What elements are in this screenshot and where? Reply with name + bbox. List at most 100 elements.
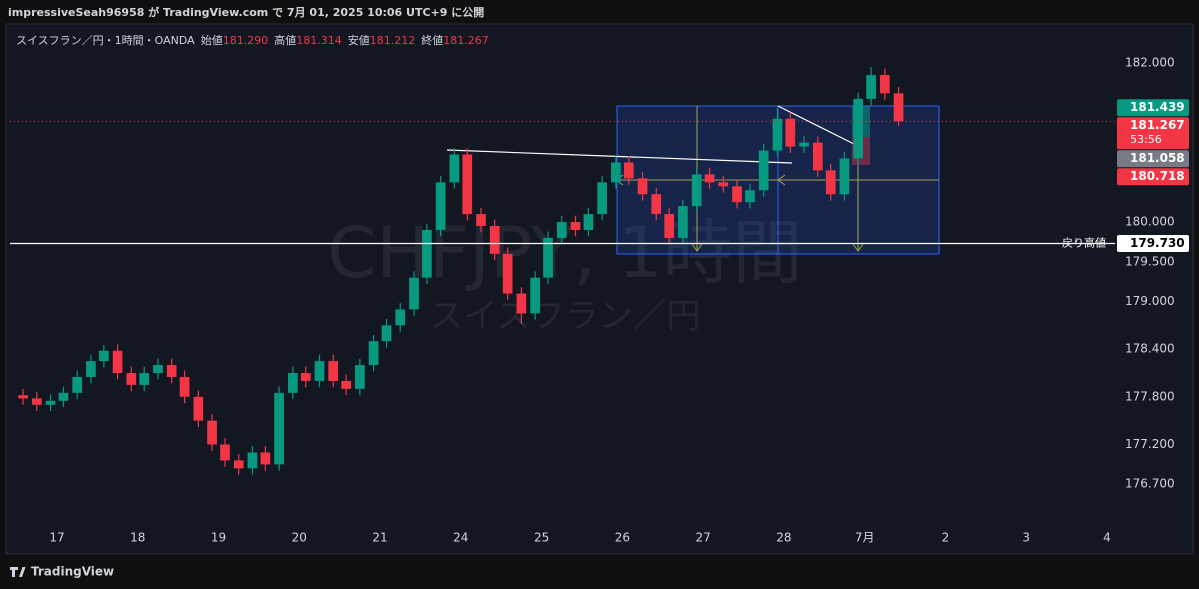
x-tick-label: 27 (695, 531, 710, 545)
candle-body (300, 373, 311, 381)
y-tick-label: 182.000 (1125, 56, 1175, 70)
legend-symbol: スイスフラン／円・1時間・OANDA (16, 34, 195, 47)
candle-body (651, 194, 662, 215)
candle-body (502, 253, 513, 294)
price-tag (1117, 234, 1189, 252)
candle-body (489, 226, 500, 254)
candle-body (18, 395, 28, 399)
price-tag-label: 179.730 (1130, 236, 1185, 250)
candle-body (530, 277, 540, 314)
candle-body (126, 373, 137, 385)
candle-body (597, 182, 608, 215)
y-tick-label: 176.700 (1125, 477, 1175, 491)
candle-body (45, 400, 56, 405)
countdown: 53:56 (1130, 133, 1162, 146)
price-tag-label: 181.058 (1130, 151, 1185, 165)
price-tag (1117, 168, 1189, 186)
candle-body (879, 75, 890, 94)
candle-body (785, 118, 796, 147)
candle-body (274, 392, 284, 465)
candle-body (611, 162, 621, 183)
candle-body (58, 392, 69, 401)
y-tick-label: 177.200 (1125, 437, 1175, 451)
candle-body (99, 350, 109, 362)
candle-body (543, 237, 553, 278)
candle-body (732, 186, 742, 203)
candle-body (839, 158, 850, 195)
price-tag-label: 180.718 (1130, 169, 1185, 183)
candle-body (247, 452, 258, 469)
candle-body (476, 214, 486, 227)
price-tag-label: 181.267 (1130, 118, 1185, 132)
y-tick-label: 179.000 (1125, 294, 1175, 308)
publish-header: impressiveSeah96958 が TradingView.com で … (8, 5, 484, 19)
candle-body (153, 365, 163, 374)
candle-body (772, 118, 783, 151)
candle-body (853, 98, 864, 159)
line-label: 戻り高値 (1062, 235, 1106, 249)
x-tick-label: 20 (292, 531, 307, 545)
price-tag (1117, 99, 1189, 117)
price-tag (1117, 150, 1189, 168)
chart-panel (5, 23, 1194, 555)
price-tag-label: 181.439 (1130, 100, 1185, 114)
candle-body (799, 142, 809, 147)
arrow-heads (615, 174, 864, 252)
y-tick-label: 179.500 (1125, 254, 1175, 268)
x-tick-label: 19 (211, 531, 226, 545)
legend-close: 181.267 (443, 34, 489, 47)
candle-body (193, 396, 204, 421)
y-tick-label: 180.000 (1125, 215, 1175, 229)
legend-low: 181.212 (370, 34, 416, 47)
candle-body (395, 309, 406, 326)
candle-body (207, 420, 217, 445)
candle-body (368, 341, 379, 366)
candle-body (449, 154, 460, 183)
candle-body (86, 361, 96, 377)
y-tick-label: 178.400 (1125, 342, 1175, 356)
candle-body (812, 142, 823, 171)
candle-body (435, 182, 446, 230)
candle-body (664, 214, 675, 238)
candle-body (718, 182, 729, 187)
candle-body (112, 350, 123, 374)
candle-body (233, 460, 244, 469)
legend-close-label: 終値 (421, 33, 443, 47)
x-tick-label: 21 (372, 531, 387, 545)
candle-body (637, 178, 648, 195)
legend-high-label: 高値 (274, 33, 296, 47)
candle-body (355, 365, 365, 389)
candle-body (893, 93, 904, 122)
x-tick-label: 24 (453, 531, 468, 545)
candle-body (260, 452, 271, 465)
candle-body (583, 214, 594, 230)
candle-body (139, 373, 150, 385)
candle-body (691, 174, 702, 207)
candle-body (745, 190, 755, 203)
y-tick-label: 177.800 (1125, 389, 1175, 403)
candle-body (422, 229, 432, 278)
legend-open-label: 始値 (201, 33, 223, 47)
candle-body (72, 376, 83, 393)
candle-body (556, 222, 567, 238)
legend-low-label: 安値 (348, 33, 370, 47)
legend-high: 181.314 (296, 34, 342, 47)
x-tick-label: 3 (1022, 531, 1030, 545)
x-tick-label: 4 (1103, 531, 1111, 545)
x-tick-label: 17 (49, 531, 64, 545)
x-tick-label: 28 (776, 531, 791, 545)
price-tag (1117, 117, 1189, 150)
watermark-subtitle: スイスフラン／円 (430, 297, 701, 337)
trend-line (777, 105, 859, 147)
brand: TradingView (31, 565, 114, 579)
candle-body (825, 170, 836, 195)
candle-body (704, 174, 715, 183)
candle-body (678, 206, 688, 238)
legend-open: 181.290 (223, 34, 269, 47)
logo-icon (10, 567, 26, 577)
candle-body (341, 380, 351, 389)
candle-body (328, 361, 339, 381)
x-tick-label: 2 (942, 531, 950, 545)
